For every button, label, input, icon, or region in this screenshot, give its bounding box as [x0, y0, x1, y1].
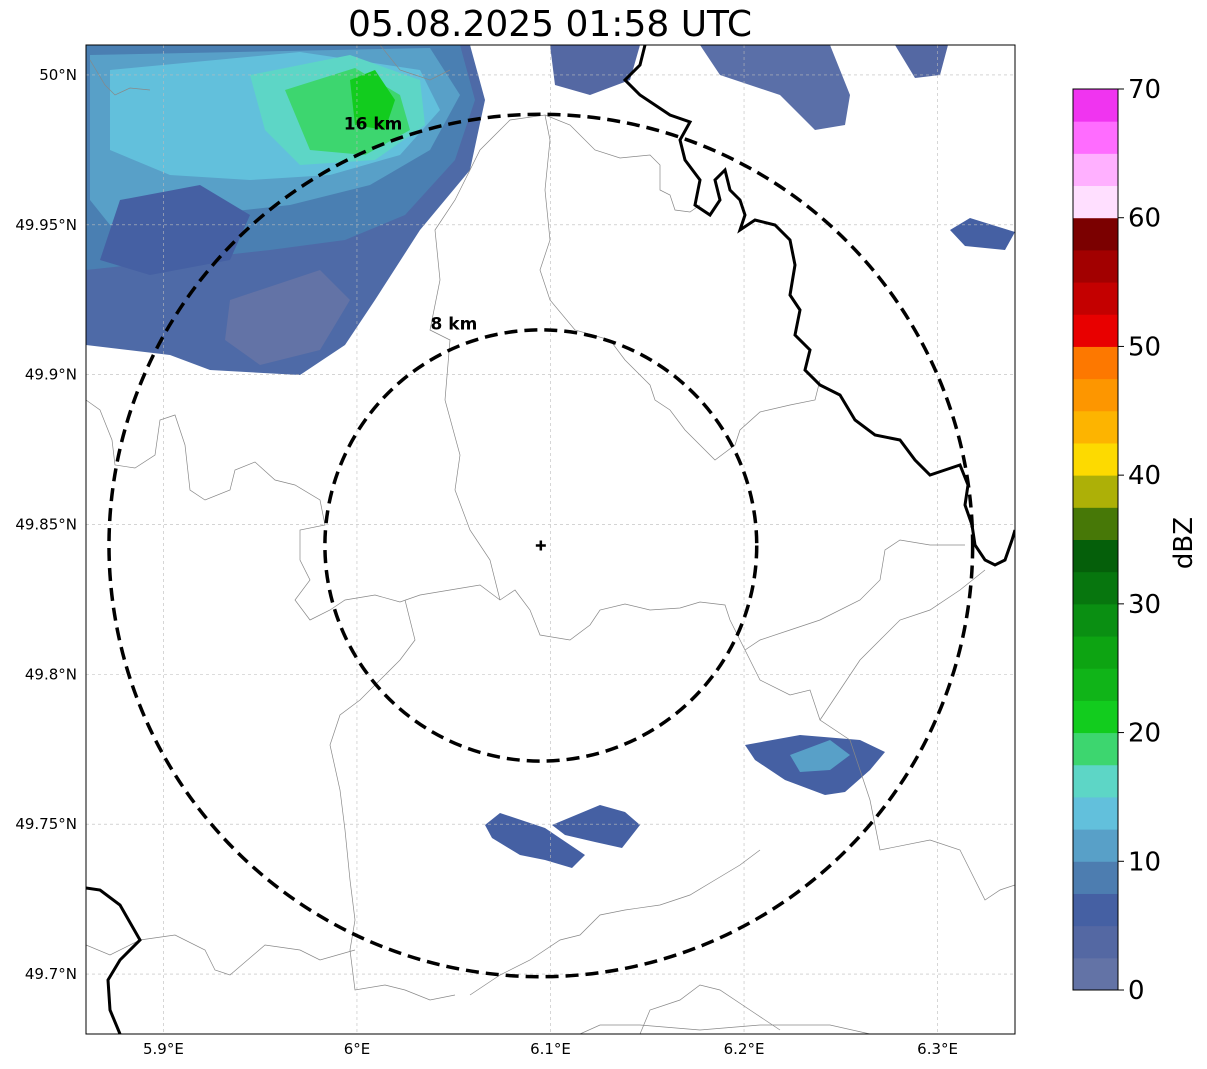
colorbar-segment [1073, 153, 1118, 187]
colorbar-segment [1073, 668, 1118, 701]
colorbar-tick-label: 40 [1128, 461, 1161, 491]
colorbar-label: dBZ [1169, 517, 1199, 569]
boundaries-layer [86, 45, 1015, 1034]
colorbar-segment [1073, 571, 1118, 605]
echo-cell [700, 45, 850, 130]
national-border [86, 886, 142, 1034]
colorbar-segment [1073, 185, 1118, 219]
echo-cell [552, 805, 640, 848]
colorbar-segment [1073, 475, 1118, 508]
range-ring-8km [323, 328, 759, 763]
echo-cell [225, 270, 350, 365]
colorbar-segment [1073, 603, 1118, 637]
y-tick-label: 49.7°N [25, 965, 77, 983]
echo-cell [350, 70, 395, 130]
colorbar-tick-label: 30 [1128, 590, 1161, 620]
y-tick-label: 49.85°N [15, 516, 77, 534]
x-tick-label: 6.1°E [530, 1040, 571, 1058]
admin-boundary [544, 114, 701, 213]
colorbar-tick-label: 0 [1128, 976, 1145, 1006]
admin-boundary [744, 539, 965, 651]
colorbar-segment [1073, 861, 1118, 894]
y-axis-ticks: 50°N 49.95°N 49.9°N 49.85°N 49.8°N 49.75°N 49.… [15, 66, 77, 983]
colorbar-segment [1073, 346, 1118, 380]
x-tick-label: 6.3°E [917, 1040, 958, 1058]
echo-cell [550, 45, 640, 95]
colorbar-segment [1073, 442, 1118, 476]
x-tick-label: 5.9°E [143, 1040, 184, 1058]
colorbar-tick-label: 20 [1128, 719, 1161, 749]
admin-boundary [329, 599, 456, 1001]
colorbar-segment [1073, 796, 1118, 830]
colorbar-segment [1073, 314, 1118, 347]
colorbar-segment [1073, 89, 1118, 122]
colorbar-segment [1073, 121, 1118, 154]
colorbar-segment [1073, 700, 1118, 734]
admin-boundary [379, 45, 451, 81]
y-tick-label: 49.75°N [15, 815, 77, 833]
map-title: 05.08.2025 01:58 UTC [347, 4, 753, 45]
y-tick-label: 49.95°N [15, 216, 77, 234]
colorbar-tick-label: 70 [1128, 75, 1161, 105]
colorbar-tick-label: 10 [1128, 847, 1161, 877]
colorbar-segment [1073, 507, 1118, 540]
admin-boundary [86, 934, 356, 976]
x-tick-label: 6°E [344, 1040, 371, 1058]
colorbar-segment [1073, 925, 1118, 959]
echo-cell [895, 45, 948, 78]
colorbar-segment [1073, 764, 1118, 798]
colorbar-segment [1073, 249, 1118, 283]
y-tick-label: 49.9°N [25, 366, 77, 384]
admin-boundary [429, 114, 821, 601]
reflectivity-layer [86, 45, 1015, 868]
colorbar: 0 10 20 30 40 50 60 70 [1072, 75, 1161, 1006]
x-axis-ticks: 5.9°E 6°E 6.1°E 6.2°E 6.3°E [143, 1040, 958, 1058]
admin-boundary [639, 984, 781, 1034]
colorbar-segment [1073, 410, 1118, 444]
colorbar-tick-label: 60 [1128, 204, 1161, 234]
admin-boundary [89, 59, 151, 96]
radar-site-marker [535, 540, 546, 551]
admin-boundary [849, 739, 1015, 901]
echo-cell [485, 813, 585, 868]
echo-cell [790, 740, 850, 772]
colorbar-segment [1073, 378, 1118, 412]
colorbar-frame [1072, 88, 1119, 991]
echo-cell [950, 218, 1015, 250]
colorbar-segment [1073, 732, 1118, 766]
y-tick-label: 49.8°N [25, 665, 77, 683]
map-frame [85, 44, 1016, 1035]
range-ring-16km [107, 112, 975, 979]
range-rings [107, 112, 975, 979]
range-ring-label: 8 km [431, 315, 478, 335]
range-ring-labels: 8 km 16 km [344, 115, 478, 335]
y-tick-label: 50°N [39, 66, 77, 84]
admin-boundary [579, 1024, 871, 1034]
colorbar-tick-label: 50 [1128, 332, 1161, 362]
colorbar-segment [1073, 829, 1118, 862]
colorbar-segment [1073, 957, 1118, 991]
admin-boundary [819, 569, 986, 721]
national-border [622, 45, 1015, 567]
colorbar-segment [1073, 893, 1118, 927]
colorbar-segment [1073, 539, 1118, 573]
colorbar-segment [1073, 282, 1118, 315]
colorbar-segment [1073, 217, 1118, 251]
admin-boundary [469, 849, 761, 996]
x-tick-label: 6.2°E [724, 1040, 765, 1058]
echo-cell [100, 185, 250, 275]
admin-boundary [86, 399, 851, 741]
colorbar-segment [1073, 636, 1118, 669]
range-ring-label: 16 km [344, 115, 403, 135]
